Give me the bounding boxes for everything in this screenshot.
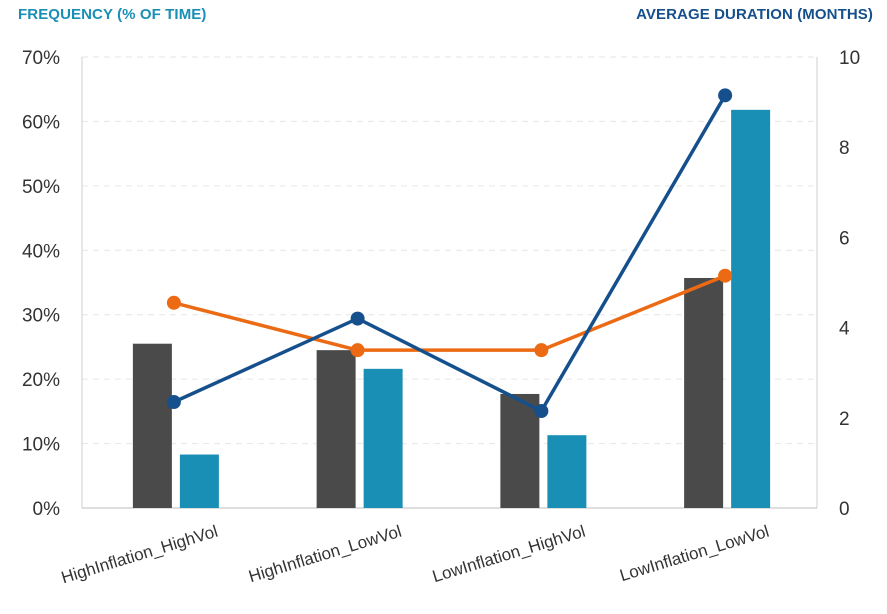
x-category-label: HighInflation_HighVol — [59, 522, 220, 588]
bar-series-2 — [363, 368, 403, 508]
left-tick-label: 0% — [33, 499, 61, 520]
left-tick-label: 10% — [22, 435, 60, 456]
right-tick-label: 4 — [839, 319, 850, 340]
x-category-label: LowInflation_HighVol — [430, 522, 587, 587]
bar-series-1 — [132, 343, 172, 508]
x-category-label: LowInflation_LowVol — [617, 522, 771, 585]
bar-series-2 — [731, 109, 771, 509]
left-tick-label: 40% — [22, 241, 60, 262]
line-point-series-1 — [534, 343, 549, 358]
right-tick-label: 8 — [839, 138, 850, 159]
line-point-series-2 — [350, 311, 365, 326]
right-tick-label: 0 — [839, 499, 850, 520]
line-point-series-1 — [718, 268, 733, 283]
x-category-label: HighInflation_LowVol — [246, 522, 403, 587]
bar-series-2 — [547, 435, 587, 508]
left-tick-label: 60% — [22, 112, 60, 133]
right-tick-label: 2 — [839, 409, 850, 430]
line-point-series-2 — [534, 404, 549, 419]
bar-series-1 — [684, 277, 724, 508]
bar-series-1 — [316, 350, 356, 508]
line-point-series-2 — [718, 88, 733, 103]
right-axis-title: AVERAGE DURATION (MONTHS) — [636, 6, 873, 23]
line-point-series-1 — [350, 343, 365, 358]
left-tick-label: 20% — [22, 370, 60, 391]
left-tick-label: 50% — [22, 177, 60, 198]
right-tick-label: 10 — [839, 48, 860, 69]
left-tick-label: 30% — [22, 306, 60, 327]
line-point-series-1 — [166, 295, 181, 310]
line-series-2 — [172, 93, 727, 413]
line-point-series-2 — [166, 395, 181, 410]
left-tick-label: 70% — [22, 48, 60, 69]
line-series-1 — [172, 273, 727, 352]
bar-series-2 — [179, 454, 219, 508]
right-tick-label: 6 — [839, 228, 850, 249]
bar-series-1 — [500, 393, 540, 508]
left-axis-title: FREQUENCY (% OF TIME) — [18, 6, 207, 23]
